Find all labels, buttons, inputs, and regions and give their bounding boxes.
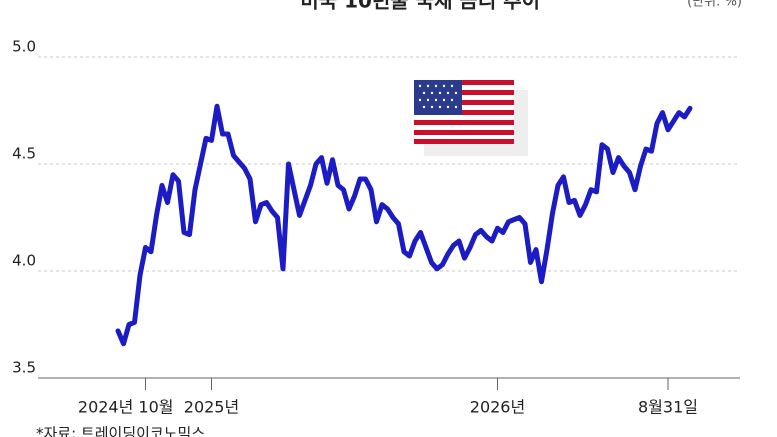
y-tick-label: 3.5 bbox=[12, 359, 36, 377]
line bbox=[115, 103, 693, 347]
x-tick-label: 2025년 bbox=[184, 398, 239, 417]
y-tick-label: 5.0 bbox=[12, 38, 36, 56]
chart-subtitle: (단위: %) bbox=[687, 0, 742, 10]
y-tick-label: 4.0 bbox=[12, 252, 36, 270]
y-tick-label: 4.5 bbox=[12, 145, 36, 163]
chart-title: 미국 10년물 국채 금리 추이 bbox=[300, 0, 540, 13]
us-flag bbox=[414, 80, 528, 156]
x-tick-label: 8월31일 bbox=[638, 398, 698, 417]
source: *자료: 트레이딩이코노믹스 bbox=[36, 425, 205, 437]
x-tick-label: 2024년 10월 bbox=[78, 398, 174, 417]
x-tick-label: 2026년 bbox=[470, 398, 525, 417]
